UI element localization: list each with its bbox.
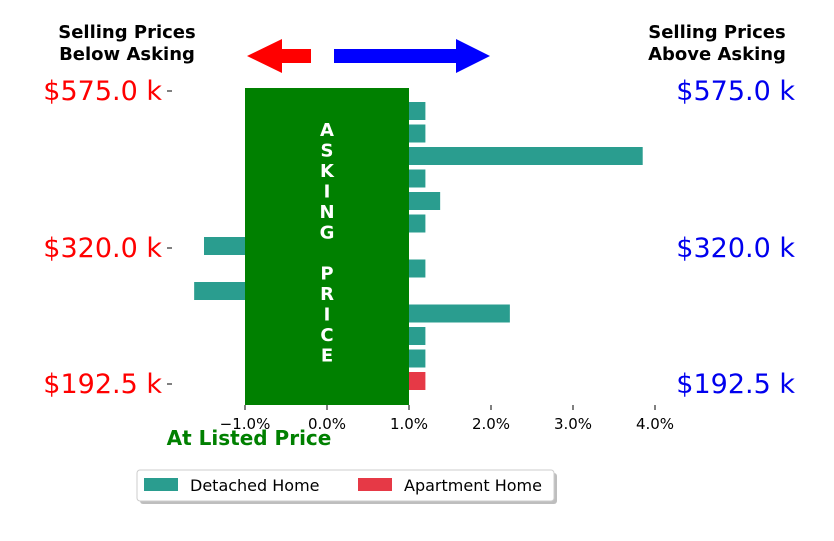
asking-letter: K — [320, 161, 335, 182]
asking-letter: P — [320, 264, 333, 285]
asking-letter: I — [324, 182, 331, 203]
bar-detached — [409, 124, 426, 143]
header-below-line1: Selling Prices — [58, 22, 195, 43]
bar-detached — [409, 102, 426, 120]
y-label-right: $320.0 k — [676, 233, 795, 264]
y-label-left: $320.0 k — [43, 233, 162, 264]
bar-detached — [409, 304, 510, 323]
legend-label-detached: Detached Home — [190, 476, 320, 495]
legend-swatch-detached — [144, 478, 178, 491]
x-tick-label: 3.0% — [554, 415, 592, 433]
x-axis: −1.0% 0.0% 1.0% 2.0% 3.0% 4.0% — [220, 405, 674, 433]
bar-detached — [204, 237, 245, 255]
asking-price-band — [245, 88, 409, 405]
legend-swatch-apartment — [358, 478, 392, 491]
y-price-labels: $575.0 k $575.0 k $320.0 k $320.0 k $192.5 k… — [43, 76, 795, 400]
asking-letter: S — [321, 141, 334, 162]
y-label-right: $192.5 k — [676, 369, 795, 400]
legend-label-apartment: Apartment Home — [404, 476, 542, 495]
asking-letter: N — [319, 202, 334, 223]
legend: Detached Home Apartment Home — [136, 469, 557, 504]
bar-detached — [409, 349, 426, 368]
y-label-left: $575.0 k — [43, 76, 162, 107]
left-arrow-icon — [247, 39, 311, 73]
x-tick-label: 4.0% — [636, 415, 674, 433]
asking-letter: G — [320, 223, 335, 244]
right-arrow-icon — [334, 39, 490, 73]
bars — [194, 102, 643, 390]
asking-letter: E — [321, 346, 333, 367]
bar-apartment — [409, 372, 426, 390]
y-label-right: $575.0 k — [676, 76, 795, 107]
bar-detached — [409, 327, 426, 345]
x-tick-label: −1.0% — [220, 415, 271, 433]
asking-letter: I — [324, 305, 331, 326]
header-above-line2: Above Asking — [648, 44, 786, 65]
header-above-line1: Selling Prices — [648, 22, 785, 43]
bar-detached — [409, 192, 441, 210]
bar-detached — [409, 147, 643, 165]
x-tick-label: 2.0% — [472, 415, 510, 433]
header-below-line2: Below Asking — [59, 44, 195, 65]
asking-letter: C — [320, 325, 333, 346]
y-label-left: $192.5 k — [43, 369, 162, 400]
bar-detached — [409, 214, 426, 233]
at-listed-price-label: At Listed Price — [167, 426, 332, 450]
x-tick-label: 0.0% — [308, 415, 346, 433]
x-tick-label: 1.0% — [390, 415, 428, 433]
asking-letter: A — [320, 120, 334, 141]
asking-letter: R — [320, 284, 334, 305]
bar-detached — [409, 169, 426, 188]
bar-detached — [194, 282, 245, 300]
bar-detached — [409, 259, 426, 278]
